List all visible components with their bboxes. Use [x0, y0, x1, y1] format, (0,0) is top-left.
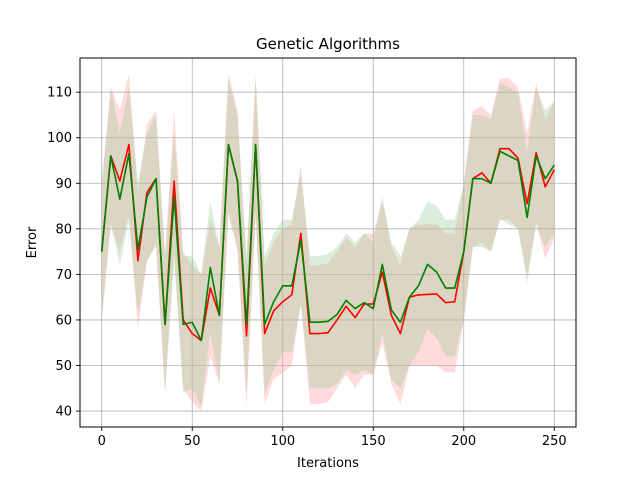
x-tick-label: 0: [98, 434, 106, 449]
x-tick-label: 150: [361, 434, 386, 449]
y-tick-label: 100: [47, 131, 72, 146]
x-tick-label: 50: [184, 434, 201, 449]
y-tick-label: 60: [55, 313, 72, 328]
y-tick-label: 70: [55, 268, 72, 283]
chart-title: Genetic Algorithms: [256, 35, 400, 53]
axes-frame: [79, 57, 577, 428]
x-tick-label: 200: [451, 434, 476, 449]
series-lines: [100, 143, 555, 342]
x-tick-label: 100: [270, 434, 295, 449]
x-axis-label: Iterations: [297, 456, 359, 471]
grid-lines: [80, 58, 576, 427]
error-band-2: [101, 78, 555, 407]
y-axis-label: Error: [25, 226, 40, 258]
y-tick-label: 50: [55, 359, 72, 374]
error-bands: [101, 73, 555, 412]
axis-ticks: 0 50 100 150 200 250 40 50 60 70 80 90 100 110: [47, 86, 567, 449]
series-line-1: [100, 143, 555, 342]
y-tick-label: 110: [47, 86, 72, 101]
y-tick-label: 90: [55, 177, 72, 192]
series-line-2: [100, 143, 555, 342]
y-tick-label: 80: [55, 222, 72, 237]
x-tick-label: 250: [542, 434, 567, 449]
error-band-1: [101, 73, 555, 412]
y-tick-label: 40: [55, 405, 72, 420]
